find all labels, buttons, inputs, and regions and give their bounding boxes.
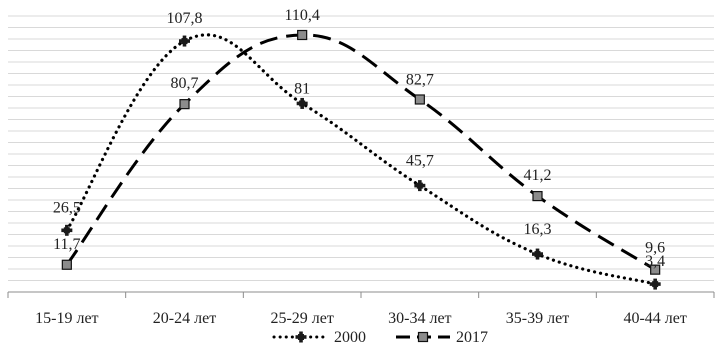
marker-2017: [532, 190, 543, 202]
marker-2000: [179, 35, 190, 47]
data-label-2000: 81: [294, 80, 310, 97]
series-line-2000: [65, 33, 657, 286]
x-tick-label: 30-34 лет: [388, 310, 451, 327]
marker-2017: [650, 264, 661, 275]
data-label-2000: 107,8: [167, 10, 203, 27]
legend: 2000 2017: [272, 329, 488, 346]
data-label-2017: 11,7: [53, 236, 80, 253]
marker-2000: [61, 224, 73, 236]
data-label-2017: 41,2: [524, 167, 552, 184]
data-label-2017: 82,7: [406, 71, 434, 88]
x-tick-label: 25-29 лет: [270, 310, 333, 327]
marker-2017: [179, 99, 190, 110]
legend-label-2017: 2017: [456, 329, 488, 346]
legend-item-2017: 2017: [396, 329, 488, 346]
marker-2000: [414, 180, 426, 192]
data-label-2000: 45,7: [406, 153, 434, 170]
legend-item-2000: 2000: [272, 329, 366, 346]
data-label-2017: 110,4: [284, 7, 319, 24]
x-tick-label: 35-39 лет: [506, 310, 569, 327]
marker-2017: [414, 94, 425, 105]
x-tick-label: 40-44 лет: [623, 310, 686, 327]
series-lines: [65, 33, 657, 286]
data-label-2017: 80,7: [171, 75, 199, 92]
data-label-2000: 16,3: [524, 221, 552, 238]
marker-2017: [61, 259, 72, 270]
marker-2000: [649, 278, 661, 290]
x-tick-label: 20-24 лет: [153, 310, 216, 327]
series-markers: [61, 29, 661, 290]
data-label-2000: 3,4: [645, 253, 665, 270]
data-label-2000: 26,5: [53, 199, 81, 216]
marker-2017: [297, 29, 308, 41]
legend-marker-2017: [417, 331, 429, 343]
marker-2000: [532, 248, 543, 260]
data-labels: 26,5 107,8 81 45,7 16,3 3,4 11,7 80,7 110,4 82,7 4…: [53, 7, 665, 270]
legend-label-2000: 2000: [334, 329, 366, 346]
data-label-2017: 9,6: [645, 240, 665, 257]
x-tick-label: 15-19 лет: [35, 310, 98, 327]
x-axis: 15-19 лет 20-24 лет 25-29 лет 30-34 лет 35-3…: [7, 291, 715, 327]
legend-marker-2000: [295, 331, 307, 343]
marker-2000: [296, 97, 308, 109]
